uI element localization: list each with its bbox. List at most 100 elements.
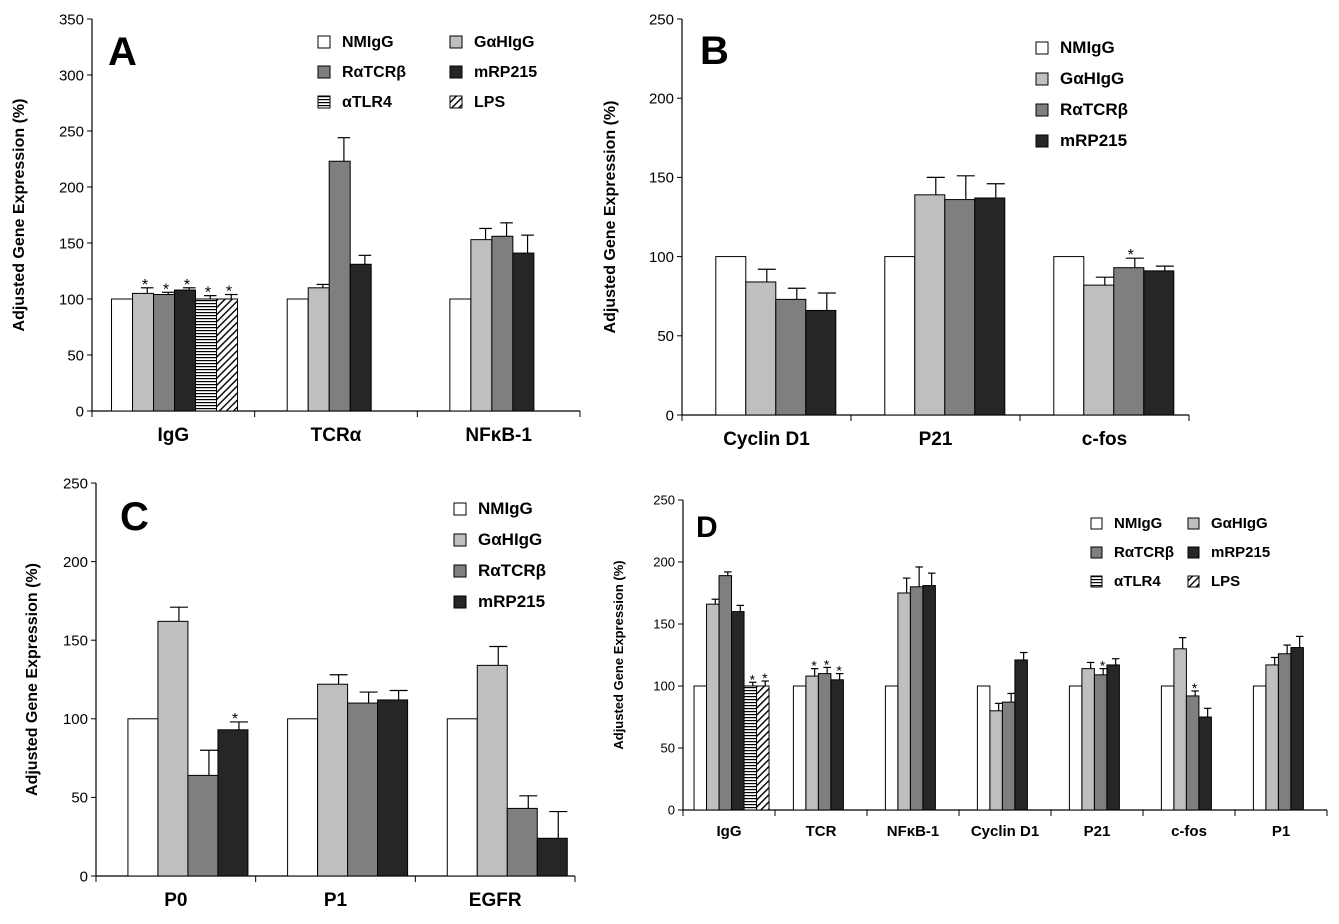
bar-mRP215 <box>377 699 409 877</box>
bar-αTLR4 <box>743 685 758 811</box>
legend-label: NMIgG <box>1060 38 1115 57</box>
bar-RαTCRβ <box>1113 267 1145 416</box>
legend-label: LPS <box>474 94 505 111</box>
panel-b-chart: 0 50 100 150 200 250 Cyclin D1 P21 c-fos Adjusted… <box>602 11 1190 450</box>
bar-mRP215 <box>1014 659 1028 811</box>
bar-NMIgG <box>287 718 319 877</box>
bar-NMIgG <box>286 298 309 412</box>
x-category-label: c-fos <box>1171 823 1207 840</box>
panel-letter: D <box>696 511 718 544</box>
x-category-label: P1 <box>324 890 348 911</box>
legend-swatch-GαHIgG <box>449 35 463 49</box>
bar-GαHIgG <box>317 683 349 877</box>
bar-mRP215 <box>217 729 249 877</box>
legend-swatch-RαTCRβ <box>1035 103 1049 117</box>
significance-marker: * <box>836 663 842 679</box>
panel-c-chart: 0 50 100 150 200 250 P0 P1 EGFR Adjusted Gene Exp… <box>24 475 576 911</box>
bar-RαTCRβ <box>1185 695 1200 811</box>
bar-NMIgG <box>884 685 899 811</box>
y-tick-label: 300 <box>59 67 84 84</box>
significance-marker: * <box>142 277 148 294</box>
bar-GαHIgG <box>1265 664 1279 811</box>
bar-GαHIgG <box>1083 284 1115 416</box>
bar-RαTCRβ <box>506 807 538 877</box>
bar-RαTCRβ <box>944 199 976 416</box>
significance-marker: * <box>226 284 232 301</box>
bar-mRP215 <box>174 289 197 412</box>
legend-swatch-RαTCRβ <box>317 65 331 79</box>
bar-mRP215 <box>1106 664 1120 811</box>
bar-mRP215 <box>974 197 1006 416</box>
significance-marker: * <box>184 277 190 294</box>
y-tick-label: 250 <box>653 493 675 508</box>
legend-swatch-GαHIgG <box>1187 517 1200 530</box>
legend-label: NMIgG <box>478 499 533 518</box>
bar-LPS <box>756 685 770 811</box>
y-tick-label: 250 <box>63 475 88 492</box>
y-tick-label: 0 <box>80 868 88 885</box>
bar-RαTCRβ <box>187 774 219 877</box>
legend-label: GαHIgG <box>474 34 535 51</box>
legend-swatch-NMIgG <box>1035 41 1049 55</box>
bar-mRP215 <box>805 309 837 416</box>
bar-mRP215 <box>1143 270 1175 416</box>
y-tick-label: 0 <box>76 403 84 420</box>
y-tick-label: 50 <box>67 347 84 364</box>
legend-label: αTLR4 <box>1114 573 1161 590</box>
legend-swatch-αTLR4 <box>317 95 331 109</box>
y-axis-label: Adjusted Gene Expression (%) <box>611 560 626 749</box>
bar-NMIgG <box>976 685 991 811</box>
legend-label: mRP215 <box>474 64 537 81</box>
y-tick-label: 0 <box>666 407 674 424</box>
legend-label: LPS <box>1211 573 1240 590</box>
bar-RαTCRβ <box>153 294 176 412</box>
legend-label: αTLR4 <box>342 94 392 111</box>
y-axis-label: Adjusted Gene Expression (%) <box>11 99 28 332</box>
legend-label: GαHIgG <box>1211 515 1268 532</box>
legend-swatch-GαHIgG <box>1035 72 1049 86</box>
bar-mRP215 <box>922 585 936 811</box>
legend-label: RαTCRβ <box>1114 544 1174 561</box>
legend-label: mRP215 <box>1060 131 1127 150</box>
bar-RαTCRβ <box>328 160 351 412</box>
bar-RαTCRβ <box>1277 653 1292 811</box>
y-tick-label: 200 <box>649 90 674 107</box>
bar-mRP215 <box>731 611 745 811</box>
bar-mRP215 <box>536 837 568 877</box>
bar-GαHIgG <box>132 292 155 412</box>
x-category-label: Cyclin D1 <box>971 823 1039 840</box>
legend-swatch-mRP215 <box>449 65 463 79</box>
bar-RαTCRβ <box>491 235 514 412</box>
bar-NMIgG <box>449 298 472 412</box>
bar-GαHIgG <box>1081 668 1095 811</box>
bar-αTLR4 <box>195 298 218 412</box>
x-category-label: TCRα <box>311 425 362 446</box>
legend-label: mRP215 <box>1211 544 1270 561</box>
legend-label: RαTCRβ <box>342 64 406 81</box>
bar-mRP215 <box>830 679 844 811</box>
bar-GαHIgG <box>706 603 720 811</box>
y-axis-label: Adjusted Gene Expression (%) <box>24 563 41 796</box>
bar-NMIgG <box>792 685 807 811</box>
y-tick-label: 150 <box>63 632 88 649</box>
bar-NMIgG <box>446 718 478 877</box>
panel-letter: B <box>700 29 729 73</box>
bar-mRP215 <box>1198 716 1212 811</box>
panel-d-chart: 0 50 100 150 200 250 IgG TCR NFκB-1 Cyclin D1 P21 c… <box>611 493 1328 840</box>
significance-marker: * <box>1192 680 1198 696</box>
significance-marker: * <box>163 281 169 298</box>
y-tick-label: 250 <box>59 123 84 140</box>
bar-NMIgG <box>715 256 747 416</box>
y-tick-label: 150 <box>653 617 675 632</box>
bar-GαHIgG <box>989 710 1003 811</box>
legend-swatch-mRP215 <box>1035 134 1049 148</box>
bar-GαHIgG <box>745 281 777 416</box>
x-category-label: P21 <box>919 429 953 450</box>
bar-GαHIgG <box>307 287 330 412</box>
legend-swatch-LPS <box>1187 575 1200 588</box>
bar-RαTCRβ <box>718 575 733 811</box>
legend-swatch-LPS <box>449 95 463 109</box>
y-tick-label: 150 <box>59 235 84 252</box>
panel-letter: C <box>120 495 149 539</box>
y-tick-label: 200 <box>59 179 84 196</box>
